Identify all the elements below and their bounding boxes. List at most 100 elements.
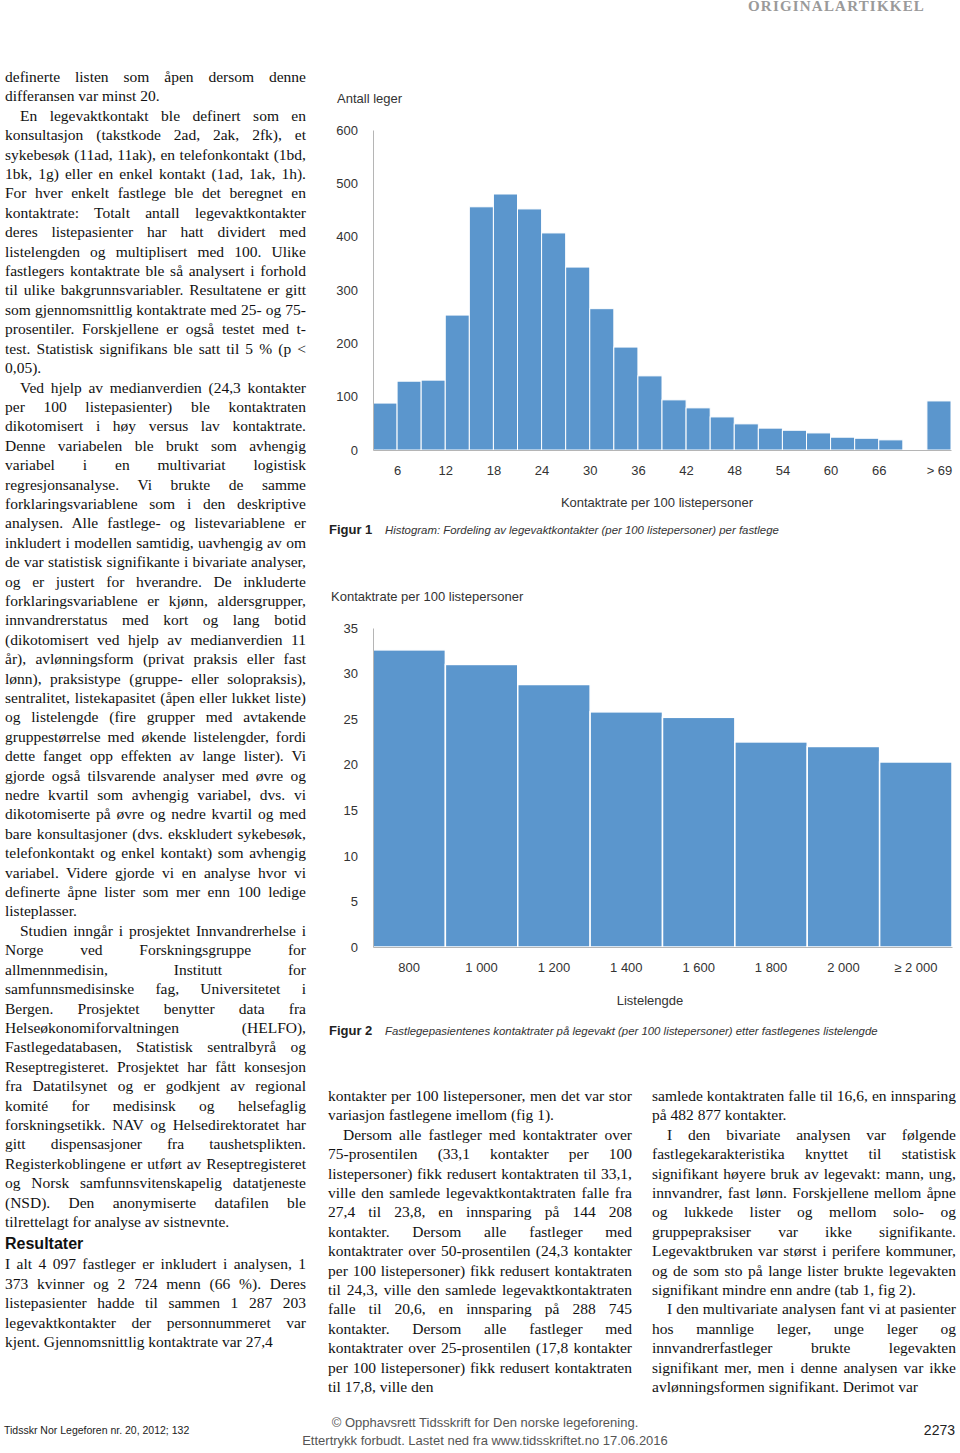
tick: 1 600: [682, 947, 715, 975]
tick-label: 0: [351, 443, 358, 458]
axis-line: [373, 131, 374, 451]
copyright-line: © Opphavsrett Tidsskrift for Den norske …: [250, 1414, 720, 1432]
axis-title: Kontaktrate per 100 listepersoner: [331, 589, 524, 604]
text-column: samlede kontaktraten falle til 16,6, en …: [652, 1086, 956, 1397]
tick-label: 30: [583, 463, 597, 478]
histogram-bar: [518, 209, 542, 450]
tick-label: 10: [344, 849, 358, 864]
bar: [663, 717, 735, 947]
axis: 612182430364248546066> 69: [374, 450, 953, 478]
histogram-bar: [686, 408, 710, 450]
tick: 15: [344, 803, 373, 818]
plot-area: [373, 650, 952, 947]
tick-label: 1 400: [610, 960, 643, 975]
tick-label: 200: [336, 336, 358, 351]
tick: 6: [394, 450, 401, 478]
paragraph: samlede kontaktraten falle til 16,6, en …: [652, 1086, 956, 1125]
axis-line: [374, 947, 953, 948]
tick: 300: [336, 283, 373, 298]
tick: 66: [872, 450, 886, 478]
histogram-bar: [903, 450, 927, 451]
tick: 36: [631, 450, 645, 478]
tick-label: 25: [344, 712, 358, 727]
tick-label: > 69: [927, 463, 953, 478]
tick-label: 500: [336, 176, 358, 191]
tick: 5: [351, 894, 373, 909]
tick-label: 12: [439, 463, 453, 478]
tick: 600: [336, 123, 373, 138]
tick: 54: [776, 450, 790, 478]
tick-label: 36: [631, 463, 645, 478]
tick: 500: [336, 176, 373, 191]
tick-label: 54: [776, 463, 790, 478]
histogram-bar: [734, 424, 758, 450]
tick: > 69: [927, 450, 953, 478]
paragraph: definerte listen som åpen dersom denne d…: [5, 67, 306, 106]
tick-label: 66: [872, 463, 886, 478]
tick: 12: [439, 450, 453, 478]
footer-copyright: © Opphavsrett Tidsskrift for Den norske …: [250, 1414, 720, 1450]
bar: [735, 742, 807, 947]
tick-label: 300: [336, 283, 358, 298]
tick-label: 600: [336, 123, 358, 138]
tick: 30: [583, 450, 597, 478]
paragraph: kontakter per 100 listepersoner, men det…: [328, 1086, 632, 1125]
figure-caption: Histogram: Fordeling av legevaktkontakte…: [385, 524, 779, 536]
histogram-bar: [855, 438, 879, 450]
tick: 1 800: [755, 947, 788, 975]
text-column: kontakter per 100 listepersoner, men det…: [328, 1086, 632, 1397]
tick: 1 200: [538, 947, 571, 975]
tick: 35: [344, 621, 373, 636]
page-number: 2273: [900, 1422, 955, 1438]
tick: 1 400: [610, 947, 643, 975]
axis: 8001 0001 2001 4001 6001 8002 000≥ 2 000: [374, 947, 953, 975]
axis-line: [374, 450, 952, 451]
axis-title: Antall leger: [337, 91, 403, 106]
histogram-bar: [590, 309, 614, 450]
tick: 30: [344, 666, 373, 681]
tick-label: 100: [336, 389, 358, 404]
axis-title: Kontaktrate per 100 listepersoner: [561, 495, 754, 510]
paragraph: I alt 4 097 fastleger er inkludert i ana…: [5, 1254, 306, 1351]
paragraph: Ved hjelp av medianverdien (24,3 kontakt…: [5, 378, 306, 921]
histogram-bar: [542, 233, 566, 450]
histogram-bar: [493, 194, 517, 450]
tick-label: 1 800: [755, 960, 788, 975]
paragraph: Studien inngår i prosjektet Innvandrerhe…: [5, 921, 306, 1232]
text-column: definerte listen som åpen dersom denne d…: [5, 67, 306, 1351]
section-heading: Resultater: [5, 1234, 306, 1254]
tick-label: 42: [679, 463, 693, 478]
tick: ≥ 2 000: [894, 947, 937, 975]
histogram-bar: [469, 207, 493, 450]
axis: 05101520253035: [344, 621, 374, 955]
bar: [590, 712, 662, 947]
histogram-bar: [373, 403, 397, 450]
bar: [880, 762, 952, 947]
tick: 18: [487, 450, 501, 478]
tick-label: 6: [394, 463, 401, 478]
tick-label: 20: [344, 757, 358, 772]
tick: 10: [344, 849, 373, 864]
axis: 0 100 200 300 400 500 600: [336, 123, 373, 458]
tick-label: ≥ 2 000: [894, 960, 937, 975]
tick-label: 60: [824, 463, 838, 478]
tick: 25: [344, 712, 373, 727]
bar: [373, 650, 445, 947]
histogram-bar: [782, 430, 806, 450]
tick: 20: [344, 757, 373, 772]
histogram-bar: [758, 428, 782, 450]
tick: 1 000: [465, 947, 498, 975]
footer-journal: Tidsskr Nor Legeforen nr. 20, 2012; 132: [4, 1424, 189, 1436]
tick: 0: [351, 443, 373, 458]
tick-label: 2 000: [827, 960, 860, 975]
axis-line: [373, 629, 374, 948]
tick-label: 24: [535, 463, 549, 478]
tick: 60: [824, 450, 838, 478]
tick-label: 400: [336, 229, 358, 244]
tick-label: 1 000: [465, 960, 498, 975]
tick: 24: [535, 450, 549, 478]
tick-label: 1 200: [538, 960, 571, 975]
histogram-bar: [397, 381, 421, 450]
histogram-bar: [445, 315, 469, 450]
tick: 100: [336, 389, 373, 404]
